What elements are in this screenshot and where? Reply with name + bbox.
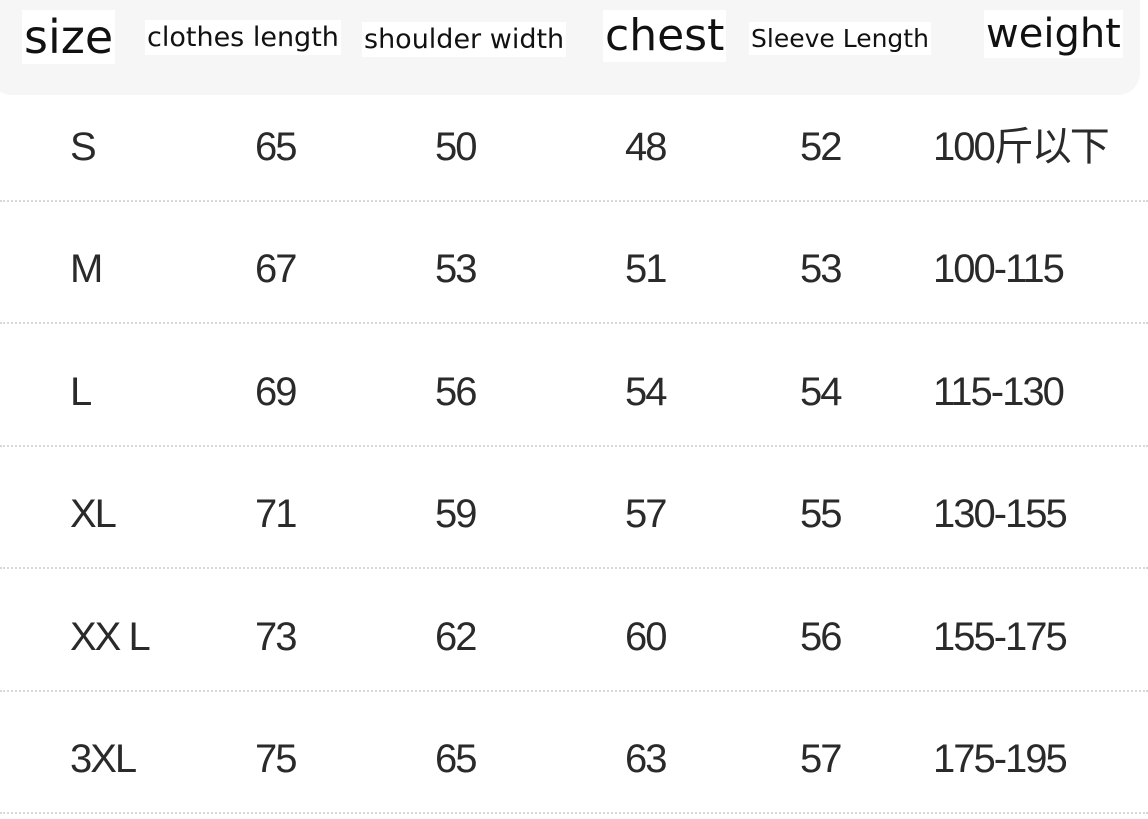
value-cell: 57 [800,737,842,781]
value-cell: 54 [800,369,842,414]
value-cell: 53 [800,247,842,292]
value-cell: 56 [435,369,477,414]
size-cell: M [70,247,103,292]
value-cell: 52 [800,125,842,169]
row-separator [0,689,1148,692]
value-cell: 175-195 [933,737,1068,781]
value-cell: 73 [255,614,297,659]
header-label: weight [984,10,1123,58]
row-separator [0,322,1148,325]
value-cell: 57 [625,492,667,537]
value-cell: 100-115 [933,247,1065,292]
value-cell: 155-175 [933,614,1068,659]
value-cell: 69 [255,369,297,414]
row-separator [0,444,1148,447]
size-cell: 3XL [70,737,137,781]
value-cell: 51 [625,247,667,292]
header-label: chest [603,10,727,62]
value-cell: 71 [255,492,297,537]
value-cell: 62 [435,614,477,659]
size-cell: XX L [70,614,151,659]
header-label: clothes length [145,20,341,55]
value-cell: 63 [625,737,667,781]
row-separator [0,567,1148,570]
value-cell: 130-155 [933,492,1068,537]
value-cell: 67 [255,247,297,292]
value-cell: 54 [625,369,667,414]
value-cell: 65 [255,125,297,169]
value-cell: 48 [625,125,667,169]
header-label: Sleeve Length [749,22,931,55]
value-cell: 56 [800,614,842,659]
size-cell: L [70,369,92,414]
header-label: shoulder width [362,22,567,57]
size-cell: XL [70,492,117,537]
value-cell: 60 [625,614,667,659]
value-cell: 55 [800,492,842,537]
row-separator [0,812,1148,814]
row-separator [0,200,1148,202]
header-label: size [22,10,116,64]
value-cell: 75 [255,737,297,781]
size-cell: S [70,125,97,169]
value-cell: 100斤以下 [933,125,1110,169]
value-cell: 53 [435,247,477,292]
value-cell: 65 [435,737,477,781]
value-cell: 115-130 [933,369,1065,414]
value-cell: 50 [435,125,477,169]
value-cell: 59 [435,492,477,537]
